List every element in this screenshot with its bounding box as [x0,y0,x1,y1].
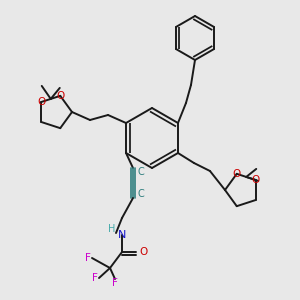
Text: F: F [112,278,118,288]
Text: O: O [37,97,45,107]
Text: O: O [56,91,64,101]
Text: O: O [232,169,241,179]
Text: N: N [118,230,126,240]
Text: F: F [85,253,91,263]
Text: F: F [92,273,98,283]
Text: C: C [138,167,144,177]
Text: C: C [138,189,144,199]
Text: O: O [252,175,260,185]
Text: O: O [139,247,147,257]
Text: H: H [108,224,116,234]
